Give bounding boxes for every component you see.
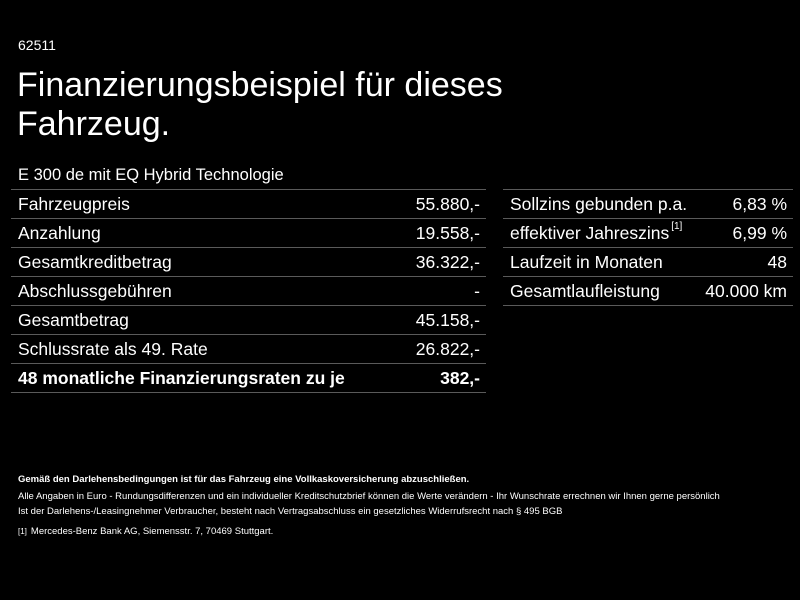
table-row: Schlussrate als 49. Rate 26.822,- <box>11 334 486 364</box>
row-label: Schlussrate als 49. Rate <box>11 334 404 364</box>
row-label: Abschlussgebühren <box>11 276 404 306</box>
row-label: effektiver Jahreszins [1] <box>503 218 700 248</box>
footnote-ref: [1] <box>18 527 27 536</box>
row-value: 26.822,- <box>403 334 486 364</box>
row-value: 382,- <box>403 363 486 393</box>
offer-code: 62511 <box>18 37 56 53</box>
row-value: 36.322,- <box>403 247 486 277</box>
row-label: Anzahlung <box>11 218 404 248</box>
table-row: Anzahlung 19.558,- <box>11 218 486 248</box>
table-row: Fahrzeugpreis 55.880,- <box>11 189 486 219</box>
interest-table: Sollzins gebunden p.a. 6,83 % effektiver… <box>503 189 793 306</box>
footnote-marker: [1] <box>671 220 683 232</box>
table-row: Sollzins gebunden p.a. 6,83 % <box>503 189 793 219</box>
row-label: Gesamtlaufleistung <box>503 276 700 306</box>
row-value: 55.880,- <box>403 189 486 219</box>
row-value: 48 <box>699 247 793 277</box>
table-row: Gesamtbetrag 45.158,- <box>11 305 486 335</box>
row-label: Sollzins gebunden p.a. <box>503 189 700 219</box>
disclaimer-line-2: Ist der Darlehens-/Leasingnehmer Verbrau… <box>18 506 563 517</box>
financing-table: Fahrzeugpreis 55.880,- Anzahlung 19.558,… <box>11 189 486 393</box>
row-label: 48 monatliche Finanzierungsraten zu je <box>11 363 404 393</box>
page-title: Finanzierungsbeispiel für dieses Fahrzeu… <box>17 66 717 144</box>
disclaimer-line-1: Alle Angaben in Euro - Rundungsdifferenz… <box>18 491 720 502</box>
footnote-text: Mercedes-Benz Bank AG, Siemensstr. 7, 70… <box>30 526 274 537</box>
row-value: 19.558,- <box>403 218 486 248</box>
table-row: effektiver Jahreszins [1] 6,99 % <box>503 218 793 248</box>
page-title-line-2: Fahrzeug. <box>17 105 171 143</box>
row-label: Gesamtkreditbetrag <box>11 247 404 277</box>
monthly-rate-row: 48 monatliche Finanzierungsraten zu je 3… <box>11 363 486 393</box>
row-value: - <box>403 276 486 306</box>
footnote: [1] Mercedes-Benz Bank AG, Siemensstr. 7,… <box>18 526 788 538</box>
row-label: Laufzeit in Monaten <box>503 247 700 277</box>
row-value: 6,83 % <box>699 189 793 219</box>
insurance-note: Gemäß den Darlehensbedingungen ist für d… <box>18 474 470 485</box>
page-title-line-1: Finanzierungsbeispiel für dieses <box>17 66 503 104</box>
vehicle-model: E 300 de mit EQ Hybrid Technologie <box>18 166 284 184</box>
row-label: Gesamtbetrag <box>11 305 404 335</box>
row-label: Fahrzeugpreis <box>11 189 404 219</box>
row-value: 40.000 km <box>699 276 793 306</box>
row-value: 45.158,- <box>403 305 486 335</box>
row-value: 6,99 % <box>699 218 793 248</box>
table-row: Laufzeit in Monaten 48 <box>503 247 793 277</box>
table-row: Gesamtlaufleistung 40.000 km <box>503 276 793 306</box>
table-row: Abschlussgebühren - <box>11 276 486 306</box>
table-row: Gesamtkreditbetrag 36.322,- <box>11 247 486 277</box>
